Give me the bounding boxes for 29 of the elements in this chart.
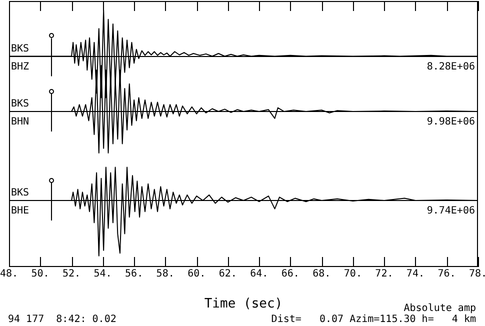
annotation: BHZ — [11, 61, 30, 72]
x-tick-label: 64. — [250, 268, 268, 280]
annotation: BHN — [11, 116, 30, 128]
x-tick-label: 52. — [62, 268, 81, 280]
annotation: 8.28E+06 — [426, 61, 475, 72]
x-tick-label: 50. — [31, 268, 50, 280]
x-axis-title: Time (sec) — [204, 296, 283, 312]
x-tick-label: 68. — [312, 268, 331, 280]
x-tick-label: 54. — [94, 268, 112, 280]
text: 94 177 8:42: 0.02 — [8, 314, 116, 325]
x-tick-label: 62. — [218, 268, 237, 280]
x-tick-label: 76. — [438, 268, 456, 280]
annotation: BHE — [11, 206, 30, 216]
annotation: 9.98E+06 — [426, 116, 475, 128]
annotation: BKS — [11, 188, 30, 198]
x-tick-label: 78. — [468, 268, 485, 280]
annotation: 9.74E+06 — [426, 206, 475, 216]
x-tick-label: 70. — [344, 268, 362, 280]
x-tick-label: 66. — [281, 268, 300, 280]
text: Absolute amp — [404, 303, 476, 314]
x-tick-label: 48. — [0, 268, 18, 280]
text: Dist= 0.07 Azim=115.30 h= 4 km — [271, 314, 476, 325]
x-tick-label: 56. — [125, 268, 144, 280]
x-tick-label: 72. — [375, 268, 394, 280]
x-tick-label: 60. — [188, 268, 206, 280]
x-tick-label: 58. — [156, 268, 174, 280]
annotation: BKS — [11, 98, 30, 110]
annotation: BKS — [11, 43, 30, 54]
x-tick-label: 74. — [406, 268, 424, 280]
